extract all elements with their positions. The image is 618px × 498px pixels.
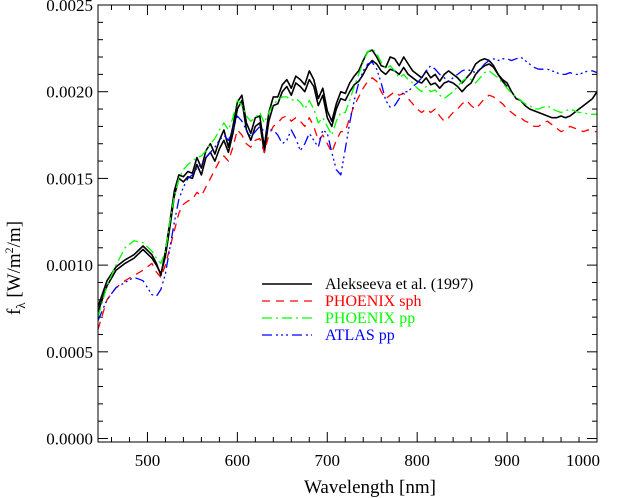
y-axis-title-unit-rest: /m] (4, 221, 25, 247)
legend-label: PHOENIX pp (325, 310, 415, 327)
x-tick-label: 500 (135, 451, 161, 470)
x-tick-label: 600 (225, 451, 251, 470)
x-tick-label: 1000 (566, 451, 600, 470)
plot-frame (97, 4, 598, 443)
series-line-0 (97, 59, 598, 313)
legend-label: PHOENIX sph (325, 293, 421, 310)
legend: Alekseeva et al. (1997)PHOENIX sphPHOENI… (262, 276, 473, 344)
y-axis-title: fλ [W/m2/m] (2, 221, 28, 315)
y-axis-title-unit: [W/m (4, 253, 25, 302)
y-tick-label: 0.0025 (46, 0, 93, 15)
legend-label: Alekseeva et al. (1997) (325, 276, 473, 293)
series-line-2 (97, 77, 597, 330)
y-tick-label: 0.0005 (46, 343, 93, 362)
y-tick-label: 0.0000 (46, 430, 93, 449)
y-tick-label: 0.0015 (46, 169, 93, 188)
y-axis-title-subscript: λ (13, 302, 28, 309)
axes-layer: 500 600 700 800 900 1000 0.0000 0.0005 0.0010 0.0… (46, 0, 600, 470)
legend-label: ATLAS pp (325, 327, 395, 344)
y-axis-title-main: f (4, 308, 25, 315)
x-tick-label: 800 (404, 451, 430, 470)
x-tick-label: 700 (315, 451, 341, 470)
y-tick-label: 0.0020 (46, 83, 93, 102)
x-tick-label: 900 (494, 451, 520, 470)
y-tick-label: 0.0010 (46, 256, 93, 275)
y-axis-title-unit-sup: 2 (2, 247, 16, 253)
series-layer (97, 47, 598, 330)
series-line-3 (97, 47, 597, 318)
series-line-1 (97, 49, 508, 307)
x-axis-title: Wavelength [nm] (304, 477, 436, 498)
